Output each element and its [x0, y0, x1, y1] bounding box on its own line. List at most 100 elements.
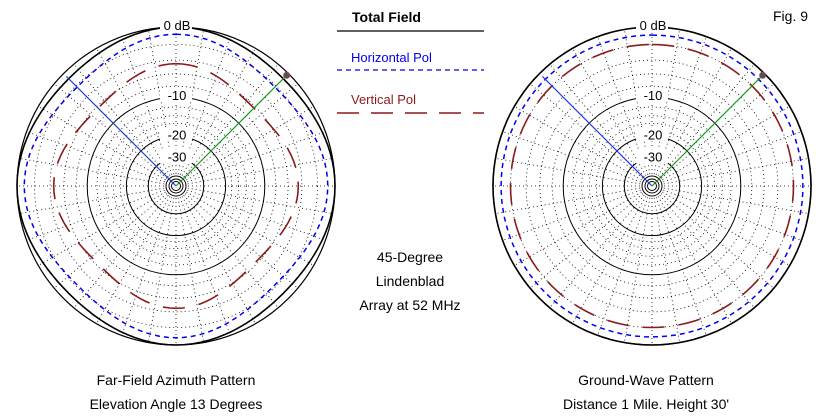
- grid-spoke: [187, 131, 326, 183]
- grid-spoke: [495, 187, 641, 214]
- grid-spoke: [663, 158, 809, 185]
- grid-spoke: [53, 83, 168, 179]
- grid-spoke: [624, 197, 651, 343]
- grid-spoke: [514, 191, 642, 266]
- grid-ring-minor: [595, 129, 709, 243]
- grid-spoke: [177, 197, 204, 343]
- grid-spoke: [183, 63, 279, 178]
- grid-spoke: [662, 106, 790, 181]
- grid-ring-center: [647, 181, 657, 191]
- grid-ring-center: [644, 178, 660, 194]
- grid-spoke: [179, 197, 231, 336]
- caption-left-line2: Elevation Angle 13 Degrees: [90, 396, 263, 412]
- grid-ring-minor: [581, 115, 723, 257]
- grid-ring-minor: [96, 106, 256, 266]
- grid-spoke: [187, 189, 326, 241]
- grid-spoke: [549, 63, 645, 178]
- grid-spoke: [660, 83, 775, 179]
- center-note: 45-Degree Lindenblad Array at 52 MHz: [359, 249, 460, 313]
- center-note-line3: Array at 52 MHz: [359, 297, 460, 313]
- grid-spoke: [663, 131, 802, 183]
- cursor-line-right: [651, 74, 764, 187]
- pattern-horizontal-pol: [23, 33, 329, 339]
- grid-spoke: [19, 187, 165, 214]
- pattern-vertical-pol: [52, 62, 300, 310]
- ring-label: -20: [644, 127, 663, 142]
- grid-ring-minor: [49, 59, 303, 313]
- center-note-line2: Lindenblad: [376, 273, 445, 289]
- grid-spoke: [73, 194, 169, 309]
- grid-spoke: [657, 48, 732, 176]
- cursor-marker: [283, 71, 291, 79]
- center-note-line1: 45-Degree: [377, 249, 443, 265]
- grid-spoke: [183, 194, 279, 309]
- ring-label-bg: [636, 149, 668, 164]
- grid-spoke: [184, 193, 299, 289]
- grid-spoke: [53, 193, 168, 289]
- grid-spoke: [663, 187, 809, 214]
- grid-spoke: [549, 194, 645, 309]
- grid-ring-minor: [572, 106, 732, 266]
- ring-label-bg: [160, 18, 192, 32]
- legend: Total Field Horizontal Pol Vertical Pol: [337, 9, 484, 114]
- grid-ring-minor: [113, 123, 239, 249]
- grid-spoke: [529, 193, 644, 289]
- grid-ring-center: [168, 178, 184, 194]
- grid-spoke: [181, 48, 256, 176]
- grid-ring-center: [641, 175, 663, 197]
- caption-right-line2: Distance 1 Mile. Height 30': [563, 396, 729, 412]
- grid-ring-minor: [525, 59, 779, 313]
- ring-label: 0 dB: [164, 18, 191, 33]
- caption-left-line1: Far-Field Azimuth Pattern: [97, 372, 256, 388]
- cursor-line-right: [175, 74, 288, 187]
- grid-ring-minor: [589, 123, 716, 249]
- grid-spoke: [572, 196, 647, 324]
- ring-label: 0 dB: [640, 18, 667, 33]
- grid-spoke: [187, 158, 333, 185]
- grid-spoke: [597, 197, 649, 336]
- cursor-line-left: [541, 75, 653, 187]
- ring-label: -10: [644, 88, 663, 103]
- grid-spoke: [655, 197, 707, 336]
- grid-spoke: [186, 191, 314, 266]
- cursor-marker: [759, 71, 767, 79]
- grid-spoke: [514, 106, 642, 181]
- grid-ring-center: [171, 181, 181, 191]
- grid-spoke: [662, 191, 790, 266]
- grid-spoke: [148, 197, 175, 343]
- grid-ring-minor: [34, 44, 318, 328]
- grid-spoke: [184, 83, 299, 179]
- polar-plot-ground-wave: 0 dB -10 -20 -30: [492, 18, 812, 346]
- grid-spoke: [653, 197, 680, 343]
- legend-horizontal: Horizontal Pol: [351, 50, 432, 65]
- ring-label: -30: [168, 149, 187, 164]
- ring-label-bg: [160, 88, 192, 103]
- grid-spoke: [187, 187, 333, 214]
- ring-label: -30: [644, 149, 663, 164]
- pattern-total-field: [492, 26, 812, 346]
- ring-label: -20: [168, 127, 187, 142]
- grid-spoke: [659, 194, 755, 309]
- legend-title: Total Field: [352, 9, 421, 25]
- grid-spoke: [26, 131, 165, 183]
- grid-spoke: [26, 189, 165, 241]
- grid-spoke: [96, 48, 171, 176]
- ring-label-bg: [636, 127, 668, 142]
- grid-spoke: [660, 193, 775, 289]
- grid-spoke: [659, 63, 755, 178]
- legend-vertical: Vertical Pol: [351, 92, 416, 107]
- grid-spoke: [502, 189, 641, 241]
- grid-spoke: [495, 158, 641, 185]
- grid-ring-minor: [105, 115, 247, 257]
- ring-label: -10: [168, 88, 187, 103]
- grid-spoke: [502, 131, 641, 183]
- ring-label-bg: [636, 88, 668, 103]
- grid-spoke: [181, 196, 256, 324]
- cursor-line-left: [65, 75, 177, 187]
- grid-spoke: [38, 191, 166, 266]
- grid-spoke: [38, 106, 166, 181]
- polar-plot-azimuth: 0 dB -10 -20 -30: [16, 18, 336, 346]
- grid-spoke: [529, 83, 644, 179]
- pattern-vertical-pol: [509, 43, 795, 329]
- grid-spoke: [186, 106, 314, 181]
